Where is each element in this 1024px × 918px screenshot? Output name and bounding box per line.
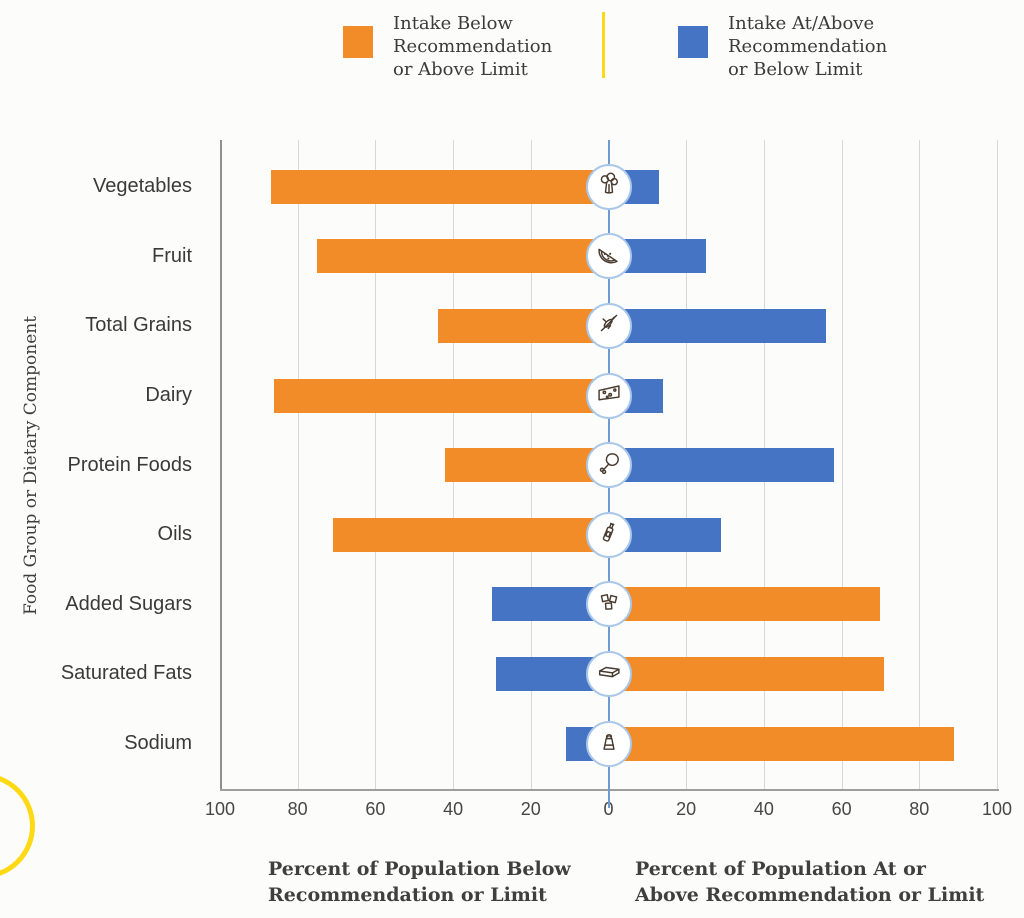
bar-left-orange (437, 308, 609, 343)
gridline-9 (919, 140, 921, 790)
bar-row (220, 291, 997, 361)
gridline-2 (375, 140, 377, 790)
x-tick-label: 0 (603, 799, 614, 819)
legend-swatch-orange (343, 26, 373, 58)
bar-row (220, 570, 997, 640)
bar-row (220, 361, 997, 431)
bar-right-orange (608, 726, 955, 761)
cheese-icon (595, 379, 623, 412)
bar-right-blue (608, 308, 827, 343)
broccoli-icon (595, 170, 623, 203)
category-label-butter: Saturated Fats (60, 662, 192, 685)
gridline-8 (841, 140, 843, 790)
gridline-10 (997, 140, 998, 790)
x-axis-title-right: Percent of Population At or Above Recomm… (635, 858, 985, 907)
legend: Intake Below Recommendation or Above Lim… (343, 10, 923, 96)
x-axis-title-left: Percent of Population Below Recommendati… (268, 858, 571, 907)
x-tick-label: 80 (287, 799, 308, 819)
legend-label-blue: Intake At/Above Recommendation or Below … (728, 13, 888, 81)
bar-row (220, 500, 997, 570)
category-label-cheese: Dairy (145, 384, 192, 407)
category-labels-column: Vegetables Fruit Total Grains Dairy Protein … (0, 152, 206, 778)
legend-label-orange: Intake Below Recommendation or Above Lim… (393, 13, 553, 81)
bar-left-orange (317, 239, 609, 274)
bar-left-orange (274, 378, 609, 413)
watermelon-icon (595, 240, 623, 273)
bar-left-orange (445, 448, 609, 483)
category-label-salt-shaker: Sodium (124, 732, 192, 755)
food-icon-circle (585, 511, 632, 558)
salt-shaker-icon (595, 727, 623, 760)
x-tick-label: 100 (981, 799, 1013, 819)
bar-row (220, 430, 997, 500)
bar-row (220, 152, 997, 222)
x-tick-label: 60 (831, 799, 852, 819)
x-tick-label: 60 (365, 799, 386, 819)
oil-bottle-icon (595, 518, 623, 551)
bar-row (220, 709, 997, 779)
x-tick-label: 20 (520, 799, 541, 819)
x-tick-label: 40 (753, 799, 774, 819)
legend-swatch-blue (678, 26, 708, 58)
gridline-1 (297, 140, 299, 790)
x-tick-label: 20 (676, 799, 697, 819)
food-icon-circle (585, 372, 632, 419)
x-tick-label: 80 (909, 799, 930, 819)
wheat-icon (595, 309, 623, 342)
bars-layer (220, 152, 997, 778)
category-label-drumstick: Protein Foods (67, 453, 192, 476)
butter-icon (595, 657, 623, 690)
plot-area (220, 140, 999, 808)
x-axis-ticks: 100 80 60 40 20 0 20 40 60 80 100 (205, 799, 1012, 823)
bar-row (220, 639, 997, 709)
bar-row (220, 222, 997, 292)
food-icon-circle (585, 720, 632, 767)
bar-right-orange (608, 656, 885, 691)
x-axis-line (220, 789, 999, 791)
bar-left-orange (270, 169, 609, 204)
food-icon-circle (585, 163, 632, 210)
bar-left-orange (332, 517, 609, 552)
food-icon-circle (585, 233, 632, 280)
food-icon-circle (585, 302, 632, 349)
drumstick-icon (595, 449, 623, 482)
food-icon-circle (585, 442, 632, 489)
bar-right-orange (608, 587, 881, 622)
x-tick-label: 100 (204, 799, 236, 819)
food-icon-circle (585, 581, 632, 628)
food-icon-circle (585, 650, 632, 697)
bar-right-blue (608, 448, 834, 483)
x-tick-label: 40 (443, 799, 464, 819)
category-label-oil-bottle: Oils (157, 523, 192, 546)
category-label-sugar-cubes: Added Sugars (65, 592, 192, 615)
category-label-wheat: Total Grains (85, 314, 192, 337)
legend-divider-line (602, 12, 605, 78)
sugar-cubes-icon (595, 588, 623, 621)
category-label-watermelon: Fruit (152, 244, 192, 267)
gridline-0 (220, 140, 222, 790)
category-label-broccoli: Vegetables (93, 175, 192, 198)
